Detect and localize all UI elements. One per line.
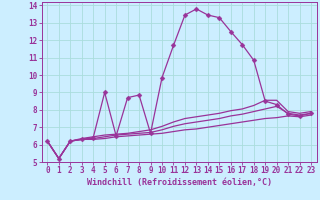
X-axis label: Windchill (Refroidissement éolien,°C): Windchill (Refroidissement éolien,°C) [87, 178, 272, 187]
